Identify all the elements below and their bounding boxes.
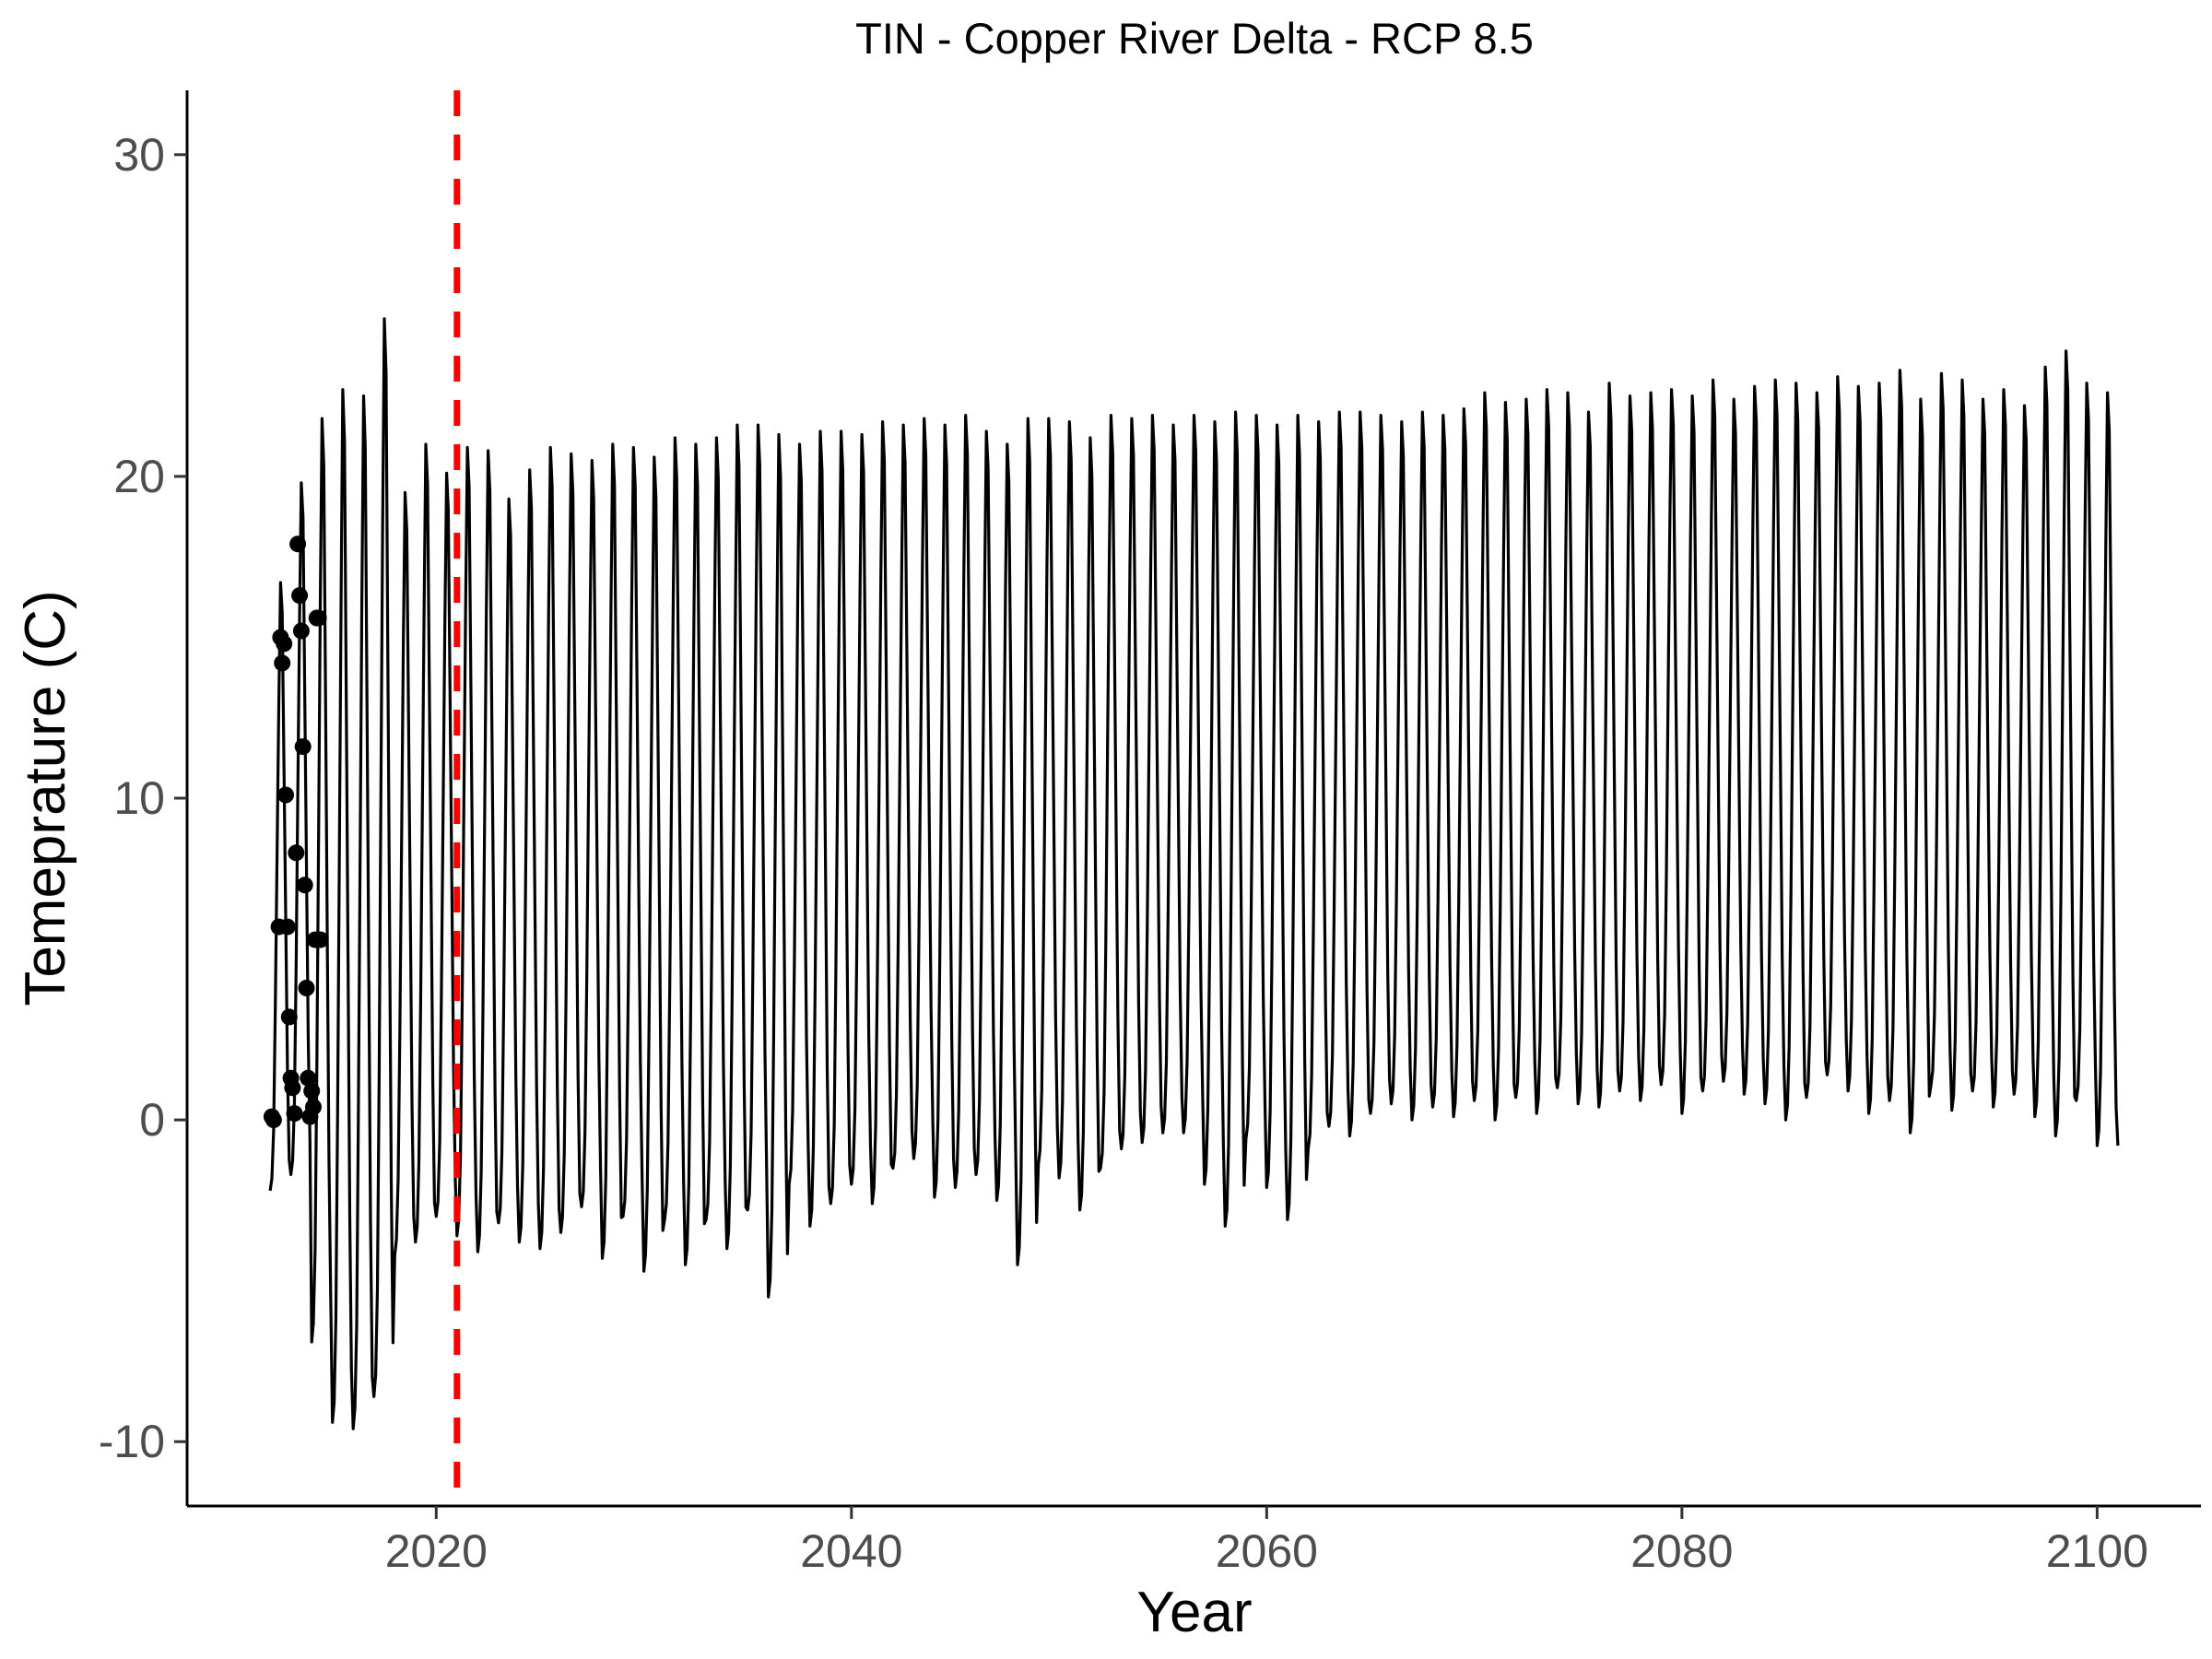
observed-point bbox=[292, 622, 310, 640]
observed-point bbox=[289, 535, 307, 553]
observed-point bbox=[303, 1082, 321, 1100]
temperature-series-line bbox=[268, 317, 2120, 1430]
observed-point bbox=[284, 1079, 301, 1097]
plot-area bbox=[263, 90, 2120, 1506]
observed-point bbox=[298, 980, 315, 996]
observed-point bbox=[310, 609, 327, 627]
observed-point bbox=[274, 654, 291, 672]
observed-point bbox=[280, 1008, 298, 1026]
observed-point bbox=[291, 587, 309, 605]
observed-point bbox=[265, 1112, 282, 1129]
x-tick-label: 2040 bbox=[800, 1525, 902, 1577]
observed-point bbox=[294, 738, 312, 756]
observed-point bbox=[286, 1105, 303, 1123]
x-tick-label: 2080 bbox=[1630, 1525, 1733, 1577]
observed-point bbox=[277, 786, 294, 804]
x-tick-label: 2100 bbox=[2046, 1525, 2148, 1577]
y-tick-label: -10 bbox=[99, 1416, 165, 1467]
x-tick-label: 2020 bbox=[385, 1525, 488, 1577]
y-tick-label: 30 bbox=[113, 129, 165, 181]
chart-title: TIN - Copper River Delta - RCP 8.5 bbox=[855, 14, 1534, 63]
y-tick-label: 20 bbox=[113, 451, 165, 502]
y-tick-label: 0 bbox=[139, 1094, 165, 1146]
observed-point bbox=[296, 877, 313, 894]
observed-point bbox=[278, 918, 296, 935]
axis-ticks: 2020 2040 2060 2080 2100 -10 0 10 20 30 bbox=[99, 129, 2148, 1577]
observed-point bbox=[300, 1069, 317, 1087]
y-axis-title: Temeprature (C) bbox=[14, 590, 77, 1006]
observed-point bbox=[305, 1099, 322, 1116]
observed-point bbox=[288, 844, 305, 862]
observed-point bbox=[276, 635, 293, 653]
y-tick-label: 10 bbox=[113, 772, 165, 824]
x-axis-title: Year bbox=[1136, 1581, 1252, 1644]
observed-point bbox=[312, 931, 329, 948]
x-tick-label: 2060 bbox=[1216, 1525, 1318, 1577]
